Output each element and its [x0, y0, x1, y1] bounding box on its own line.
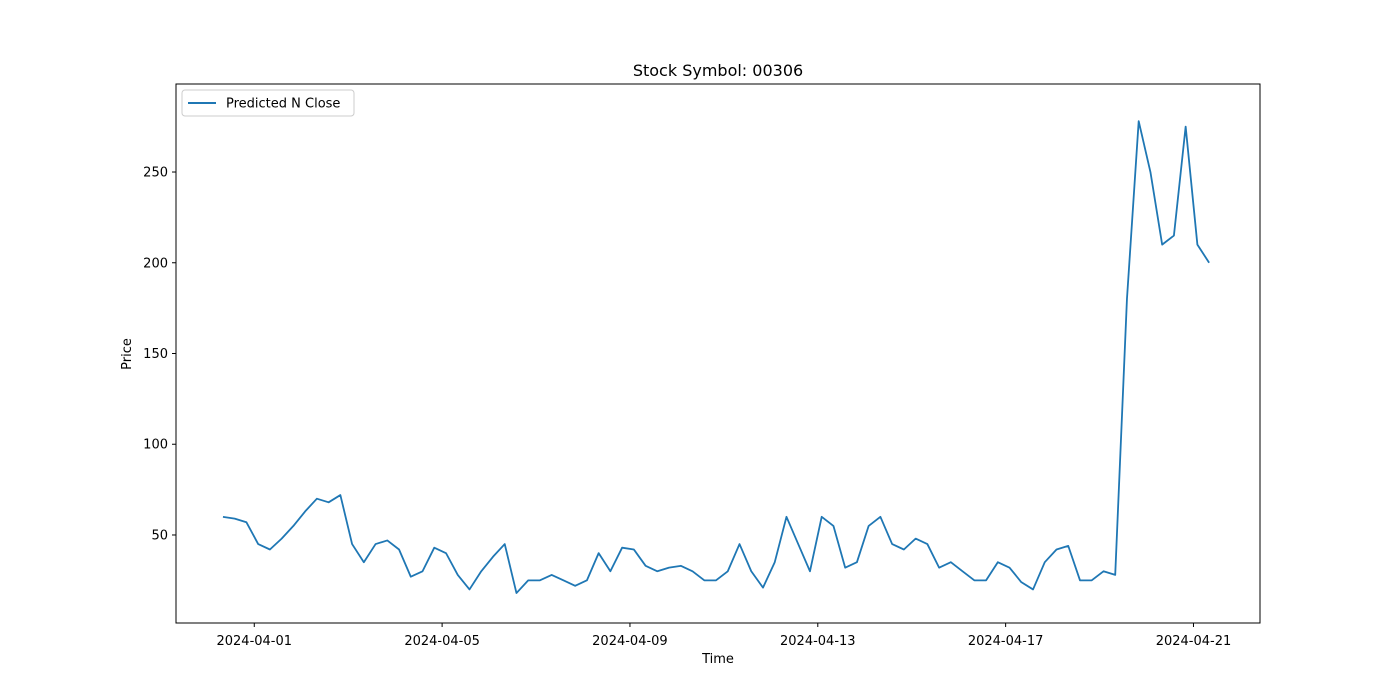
line-series	[222, 120, 1210, 594]
y-tick-label: 150	[143, 347, 168, 362]
x-tick-label: 2024-04-05	[404, 634, 480, 649]
x-tick-label: 2024-04-21	[1156, 634, 1232, 649]
y-tick-label: 200	[143, 256, 168, 271]
x-tick-label: 2024-04-17	[968, 634, 1044, 649]
x-axis-label: Time	[701, 652, 734, 667]
plot-frame	[175, 83, 1261, 624]
y-tick-label: 250	[143, 166, 168, 181]
legend-box	[181, 89, 355, 117]
y-tick-label: 50	[151, 528, 168, 543]
chart-title: Stock Symbol: 00306	[633, 61, 803, 80]
x-tick-label: 2024-04-09	[592, 634, 668, 649]
x-tick-label: 2024-04-13	[780, 634, 856, 649]
x-tick-label: 2024-04-01	[216, 634, 292, 649]
y-axis-label: Price	[120, 338, 135, 370]
legend-label: Predicted N Close	[226, 97, 340, 112]
y-tick-label: 100	[143, 438, 168, 453]
